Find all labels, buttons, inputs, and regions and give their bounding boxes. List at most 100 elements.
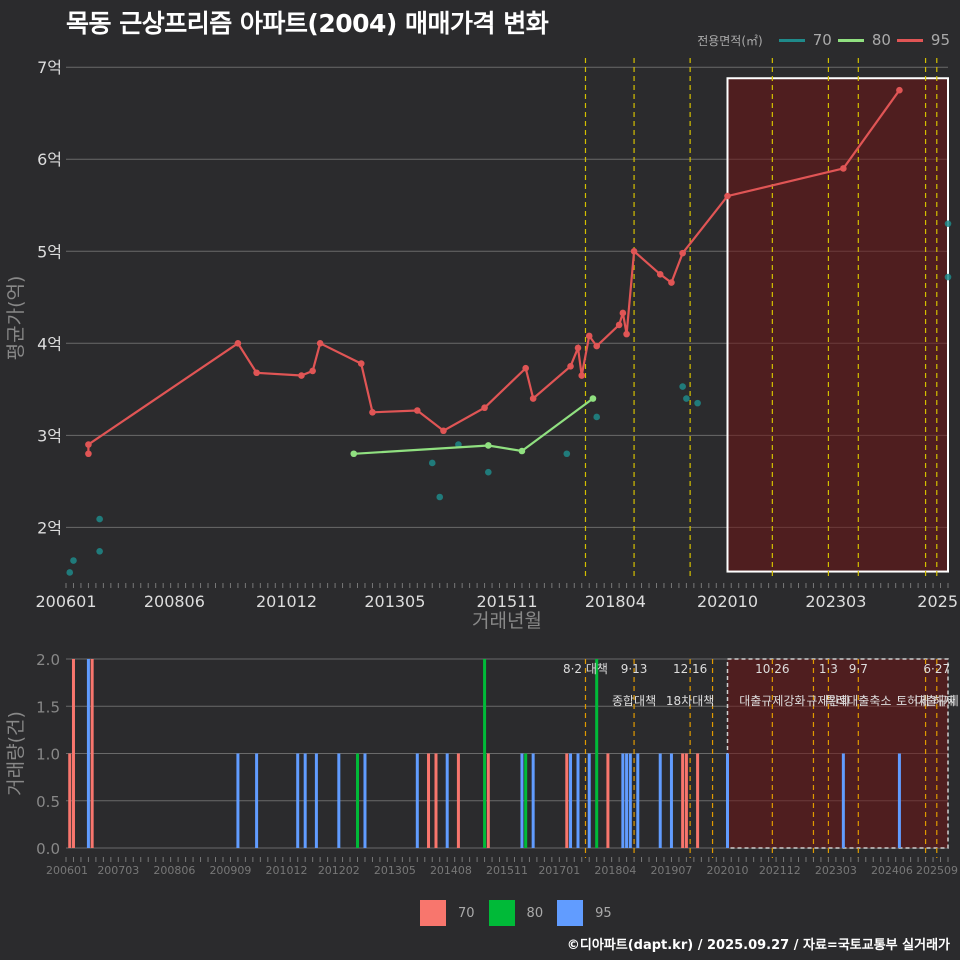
policy-annotation-date: 1·3 — [819, 662, 838, 676]
legend-top: 전용면적(㎡) 70 80 95 — [697, 31, 950, 49]
policy-annotation-date: 8·2 대책 — [563, 661, 608, 676]
data-point-95 — [522, 364, 529, 372]
y-tick-label: 4억 — [37, 334, 62, 353]
data-point-80 — [589, 395, 597, 402]
data-point-70 — [428, 459, 436, 467]
bar-95 — [669, 753, 673, 848]
data-point-70 — [944, 220, 952, 227]
bar-70 — [681, 753, 685, 848]
policy-annotation-date: 6·27 — [923, 662, 950, 676]
data-point-95 — [369, 409, 376, 416]
bar-80 — [595, 659, 599, 848]
data-point-95 — [615, 321, 623, 329]
data-point-95 — [567, 363, 574, 370]
data-point-70 — [563, 450, 571, 458]
bar-legend-label-95: 95 — [595, 905, 612, 921]
data-point-95 — [619, 309, 627, 317]
bar-95 — [86, 659, 90, 848]
bar-95 — [337, 753, 341, 848]
bar-95 — [445, 753, 449, 848]
data-point-70 — [679, 383, 686, 390]
bar-x-tick-label: 200909 — [209, 864, 251, 877]
data-point-95 — [630, 247, 638, 255]
bar-95 — [255, 753, 259, 848]
data-point-80 — [518, 447, 526, 455]
data-point-95 — [578, 372, 586, 379]
bar-x-tick-label: 200601 — [46, 864, 88, 877]
bar-95 — [303, 753, 307, 848]
data-point-95 — [623, 330, 630, 338]
data-point-95 — [414, 407, 421, 414]
x-tick-label: 200806 — [144, 592, 205, 611]
bar-legend-label-70: 70 — [458, 905, 475, 921]
y-tick-label: 5억 — [37, 242, 62, 261]
data-point-95 — [234, 340, 242, 347]
bar-y-axis-title: 거래량(건) — [5, 711, 27, 796]
bar-x-tick-label: 201511 — [486, 864, 528, 877]
policy-annotation-label: 대출규제강화 — [739, 694, 805, 708]
x-tick-label: 2025 — [917, 592, 958, 611]
bar-x-tick-label: 200703 — [97, 864, 139, 877]
bar-70 — [606, 753, 610, 848]
data-point-70 — [66, 569, 74, 576]
bar-x-tick-label: 201012 — [266, 864, 308, 877]
bar-80 — [483, 659, 487, 848]
legend-item-70: 70 — [778, 31, 832, 49]
data-point-95 — [253, 369, 260, 377]
legend-label-70: 70 — [812, 31, 832, 49]
legend-line-80 — [837, 38, 864, 42]
bar-legend-item-70: 70 — [420, 900, 475, 926]
bar-legend-swatch-95 — [557, 900, 584, 926]
bar-95 — [587, 753, 591, 848]
policy-annotation-label: 종합대책 — [612, 693, 656, 708]
bar-95 — [415, 753, 419, 848]
data-point-95 — [656, 270, 664, 278]
bar-70 — [696, 753, 700, 848]
data-point-95 — [529, 395, 537, 402]
bar-legend-swatch-80 — [488, 900, 515, 926]
bar-70 — [427, 753, 431, 848]
x-tick-label: 201511 — [476, 592, 537, 611]
bar-x-tick-label: 202406 — [871, 864, 913, 877]
bar-95 — [628, 753, 632, 848]
x-tick-label: 201012 — [256, 592, 317, 611]
data-point-70 — [436, 493, 444, 501]
bar-x-tick-label: 201907 — [650, 864, 692, 877]
bar-legend-swatch-70 — [420, 900, 446, 926]
data-point-70 — [944, 273, 952, 281]
bar-x-tick-label: 202112 — [759, 864, 801, 877]
data-point-95 — [357, 360, 365, 367]
legend-label-80: 80 — [871, 31, 891, 49]
data-point-95 — [85, 450, 92, 458]
data-point-95 — [85, 441, 92, 448]
highlight-period-box — [726, 77, 949, 573]
bar-70 — [565, 753, 569, 848]
bar-y-tick-label: 2.0 — [36, 651, 60, 669]
data-point-70 — [683, 395, 690, 402]
data-point-70 — [485, 468, 492, 476]
bar-x-tick-label: 202303 — [815, 864, 857, 877]
data-point-80 — [485, 442, 492, 449]
data-point-95 — [840, 165, 847, 172]
bar-x-tick-label: 201804 — [594, 864, 636, 877]
policy-annotation-label: 토허제 해제 — [896, 694, 955, 708]
bar-y-tick-label: 0.5 — [36, 793, 60, 811]
bar-70 — [486, 753, 490, 848]
x-tick-label: 202303 — [805, 592, 866, 611]
data-point-70 — [593, 413, 600, 421]
data-point-95 — [298, 372, 305, 379]
policy-annotation-label: 18차대책 — [666, 693, 714, 708]
policy-annotation-date: 12·16 — [673, 662, 707, 676]
data-point-80 — [350, 450, 358, 458]
bar-95 — [636, 753, 640, 848]
legend-bottom: 70 80 95 — [420, 900, 626, 926]
x-tick-label: 201305 — [364, 592, 425, 611]
data-point-95 — [574, 344, 582, 352]
bar-70 — [71, 659, 75, 848]
data-point-70 — [96, 515, 103, 523]
bar-70 — [456, 753, 460, 848]
policy-annotation-date: 9·13 — [621, 662, 648, 676]
bar-95 — [841, 753, 845, 848]
bar-x-tick-label: 202509 — [916, 864, 958, 877]
